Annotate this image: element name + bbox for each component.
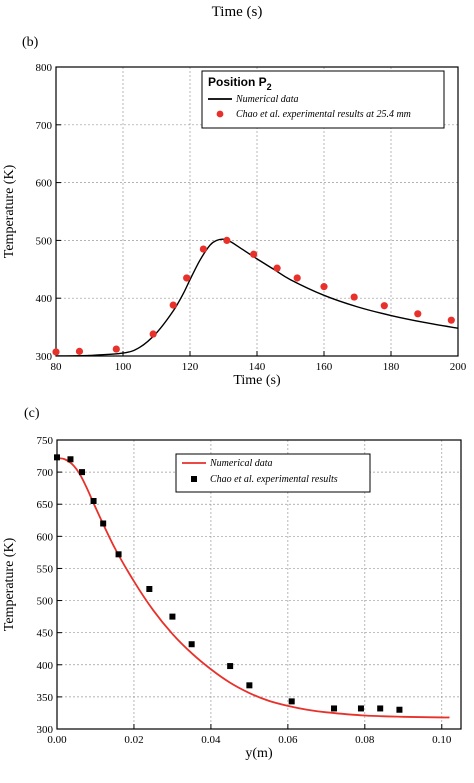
data-point-experimental [146, 585, 153, 592]
panel-label: (c) [24, 406, 40, 421]
x-tick-label: 0.00 [47, 734, 67, 746]
y-tick-label: 450 [37, 628, 54, 640]
data-point-experimental [54, 454, 60, 461]
y-tick-label: 800 [36, 62, 53, 74]
cropped-x-axis-label: Time (s) [211, 4, 263, 20]
y-tick-label: 300 [37, 724, 54, 736]
y-tick-label: 750 [37, 435, 54, 447]
x-tick-label: 0.04 [201, 734, 221, 746]
x-tick-label: 0.10 [432, 734, 452, 746]
y-tick-label: 500 [37, 596, 54, 608]
legend-entry-experimental: Chao et al. experimental results at 25.4… [236, 109, 411, 120]
panel-label: (b) [22, 35, 39, 50]
data-point-experimental [396, 706, 403, 713]
legend-box [175, 453, 371, 493]
legend: Position P2 Numerical data Chao et al. exp… [201, 70, 445, 129]
series-line-numerical [57, 457, 450, 719]
legend-entry-experimental: Chao et al. experimental results [210, 474, 338, 485]
data-point-experimental [115, 551, 122, 558]
legend: Numerical data Chao et al. experimental r… [175, 453, 371, 493]
plot-area [56, 238, 458, 356]
data-point-experimental [357, 705, 364, 712]
data-point-experimental [79, 469, 86, 476]
data-point-experimental [75, 347, 84, 355]
data-point-experimental [377, 705, 384, 712]
x-tick-label: 140 [249, 361, 266, 373]
data-point-experimental [250, 250, 258, 258]
legend-title-subscript: 2 [267, 82, 272, 92]
y-tick-label: 600 [36, 178, 53, 190]
legend-swatch-marker [216, 110, 224, 118]
y-tick-label: 300 [36, 351, 53, 363]
data-point-experimental [320, 283, 328, 291]
data-point-experimental [293, 274, 301, 282]
y-axis-label: Temperature (K) [2, 537, 17, 631]
data-point-experimental [100, 520, 107, 527]
x-tick-label: 0.02 [124, 734, 143, 746]
plot-area [57, 457, 450, 719]
data-point-experimental [273, 264, 281, 272]
y-tick-label: 400 [37, 660, 54, 672]
y-tick-label: 400 [36, 293, 53, 305]
data-point-experimental [188, 641, 195, 648]
x-tick-label: 100 [115, 361, 132, 373]
y-tick-label: 550 [37, 563, 54, 575]
legend-entry-numerical: Numerical data [235, 94, 299, 105]
data-point-experimental [246, 682, 253, 689]
data-point-experimental [112, 345, 120, 353]
data-point-experimental [169, 613, 176, 620]
data-point-experimental [288, 698, 295, 705]
data-point-experimental [67, 456, 74, 463]
data-point-experimental [227, 663, 234, 670]
x-tick-label: 0.06 [278, 734, 298, 746]
x-tick-label: 160 [316, 361, 333, 373]
x-tick-label: 0.08 [355, 734, 375, 746]
x-tick-label: 200 [450, 361, 467, 373]
data-point-experimental [169, 301, 177, 309]
data-point-experimental [331, 705, 338, 712]
data-point-experimental [380, 302, 388, 310]
data-point-experimental [149, 330, 157, 338]
x-tick-label: 120 [182, 361, 199, 373]
x-axis-label: Time (s) [233, 373, 281, 388]
legend-box [201, 70, 445, 129]
y-tick-label: 700 [37, 467, 54, 479]
legend-swatch-marker [191, 476, 197, 482]
x-tick-label: 180 [383, 361, 400, 373]
data-point-experimental [199, 245, 207, 253]
x-axis-label: y(m) [245, 746, 273, 761]
legend-title: Position P2 [208, 75, 272, 92]
data-point-experimental [414, 310, 422, 318]
y-tick-label: 700 [36, 120, 53, 132]
series-line-numerical [56, 238, 458, 356]
y-tick-label: 650 [37, 499, 54, 511]
y-tick-label: 350 [37, 692, 54, 704]
x-tick-label: 80 [51, 361, 63, 373]
y-tick-label: 500 [36, 235, 53, 247]
plot-frame [56, 439, 462, 730]
data-point-experimental [90, 498, 97, 505]
data-point-experimental [350, 293, 358, 301]
y-axis-label: Temperature (K) [2, 164, 17, 258]
data-point-experimental [447, 316, 455, 324]
data-point-experimental [183, 274, 191, 282]
data-point-experimental [52, 348, 60, 356]
data-point-experimental [223, 236, 231, 244]
y-tick-label: 600 [37, 531, 54, 543]
chart-panel-c: (c) 0.00 0.02 0.04 0.06 0.08 0.10 300 350 400 450 5… [2, 406, 462, 761]
legend-entry-numerical: Numerical data [209, 458, 273, 469]
chart-panel-b: (b) 80 100 120 140 160 180 200 300 400 500 600 700 80… [2, 35, 467, 388]
